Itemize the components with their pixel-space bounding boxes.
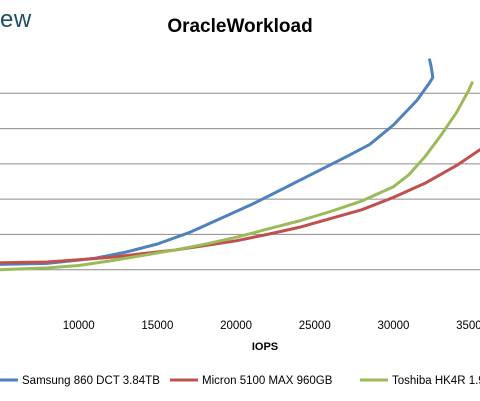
x-tick-label-1: 15000 xyxy=(141,320,173,332)
legend-label-2: Toshiba HK4R 1.92TB xyxy=(392,375,480,387)
series-line-0 xyxy=(0,58,435,266)
series-line-2 xyxy=(0,81,474,272)
x-axis-label: IOPS xyxy=(252,341,278,353)
chart-title: OracleWorkload xyxy=(167,16,312,37)
x-tick-label-4: 30000 xyxy=(377,320,409,332)
legend-label-1: Micron 5100 MAX 960GB xyxy=(202,375,333,387)
series-line-1 xyxy=(0,148,480,265)
x-tick-label-5: 35000 xyxy=(456,320,480,332)
brand-logo-fragment: ew xyxy=(0,6,32,33)
x-tick-label-0: 10000 xyxy=(63,320,95,332)
x-tick-label-2: 20000 xyxy=(220,320,252,332)
x-tick-label-3: 25000 xyxy=(299,320,331,332)
legend-label-0: Samsung 860 DCT 3.84TB xyxy=(22,375,160,387)
